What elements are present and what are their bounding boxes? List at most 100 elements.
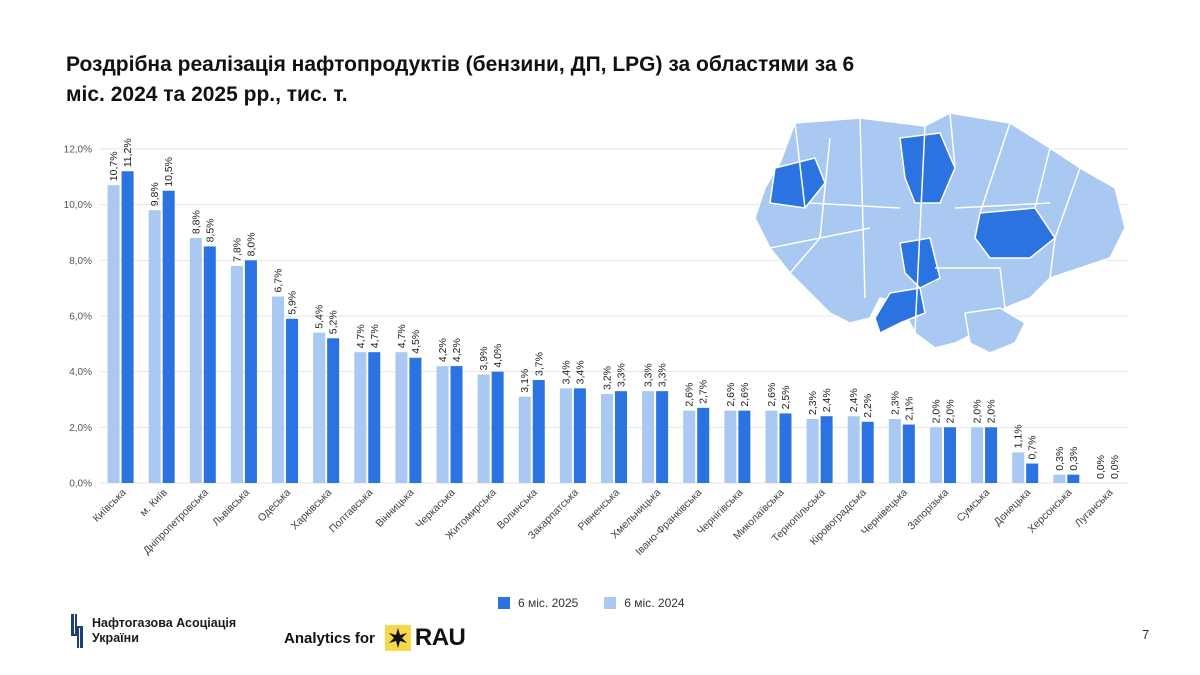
data-label-2024: 3,3% [643,363,655,387]
data-label-2025: 2,5% [780,385,792,409]
bar-2024 [189,238,202,483]
data-label-2024: 3,1% [519,369,531,393]
data-label-2025: 3,3% [616,363,628,387]
bar-2025 [820,416,833,483]
data-label-2025: 11,2% [122,138,134,167]
data-label-2025: 4,0% [492,344,504,368]
bar-2025 [573,388,586,483]
bar-2024 [436,366,449,483]
data-label-2025: 2,4% [821,388,833,412]
map-region-mykolaiv [899,237,941,289]
bar-2024 [148,210,161,483]
y-tick-label: 8,0% [69,256,92,267]
x-tick-label: Херсонська [1026,487,1075,536]
data-label-2024: 5,4% [314,305,326,329]
data-label-2024: 0,3% [1054,447,1066,471]
data-label-2024: 3,9% [478,347,490,371]
y-tick-label: 12,0% [64,145,92,156]
bar-2025 [491,371,504,483]
rau-brand: RAU [414,624,466,651]
data-label-2024: 4,7% [355,324,367,348]
bar-2024 [559,388,572,483]
bar-2024 [395,352,408,483]
data-label-2024: 2,3% [889,391,901,415]
data-label-2024: 3,4% [560,360,572,384]
bar-2025 [615,391,627,483]
legend-swatch-2024 [604,597,617,609]
data-label-2025: 2,6% [739,383,751,407]
association-name-line2: України [92,631,139,645]
bar-2024 [477,374,490,483]
bar-2025 [409,357,422,483]
bar-2025 [121,171,134,483]
association-logo: Нафтогазова Асоціація України [68,612,236,650]
y-tick-label: 6,0% [69,312,92,323]
bar-2024 [683,410,696,483]
bar-2024 [888,418,901,483]
bar-2025 [450,366,463,483]
data-label-2025: 4,2% [451,338,463,362]
data-label-2024: 4,7% [396,324,408,348]
x-tick-label: м. Київ [138,486,170,518]
rau-logo-icon [384,625,411,651]
data-label-2025: 0,0% [1109,455,1121,479]
bar-2024 [354,352,367,483]
x-tick-label: Донецька [992,487,1034,529]
data-label-2024: 2,0% [930,399,942,423]
x-tick-label: Полтавська [327,487,376,536]
bar-2025 [327,338,340,483]
bar-2025 [286,318,299,483]
bar-2024 [1053,474,1066,483]
bar-2024 [724,410,737,483]
bar-2024 [272,296,285,483]
map-region-odesa [874,287,926,334]
bar-2024 [929,427,942,483]
legend-item-2025: 6 міс. 2025 [498,596,578,610]
bar-2024 [518,396,531,483]
bar-2024 [971,427,984,483]
data-label-2025: 2,1% [903,397,915,421]
legend-item-2024: 6 міс. 2024 [604,596,685,610]
data-label-2025: 4,5% [410,330,422,354]
data-label-2025: 0,3% [1068,447,1080,471]
data-label-2025: 4,7% [369,324,381,348]
data-label-2025: 2,7% [698,380,710,404]
data-label-2024: 7,8% [231,238,243,262]
data-label-2025: 5,9% [287,291,299,315]
analytics-for-rau: Analytics for RAU [284,624,466,652]
bar-2025 [943,427,956,483]
bar-2025 [244,260,257,483]
data-label-2024: 6,7% [273,269,285,293]
bar-2025 [162,190,175,483]
data-label-2025: 2,2% [862,394,874,418]
bar-2024 [765,410,778,483]
legend: 6 міс. 2025 6 міс. 2024 [498,596,685,610]
data-label-2024: 10,7% [108,151,120,181]
rau-logo: RAU [384,624,466,652]
association-logo-icon [71,614,83,648]
data-label-2024: 9,8% [149,182,161,206]
bar-2025 [902,424,915,483]
data-label-2024: 3,2% [602,366,614,390]
map-region-crimea [964,307,1026,354]
bar-2025 [532,380,545,483]
bar-2025 [368,352,381,483]
x-tick-label: Київська [91,487,129,525]
data-label-2024: 8,8% [190,210,202,234]
bar-2024 [230,265,243,483]
data-label-2024: 2,0% [972,399,984,423]
map-region-kyiv [899,132,956,204]
y-tick-label: 4,0% [69,367,92,378]
x-tick-label: Сумська [954,487,992,525]
data-label-2024: 2,6% [725,383,737,407]
data-label-2025: 5,2% [328,310,340,334]
legend-label-2024: 6 міс. 2024 [624,596,685,610]
analytics-text: Analytics for [284,629,375,647]
x-tick-label: Черкаська [413,487,457,531]
y-tick-label: 0,0% [69,479,92,490]
data-label-2024: 4,2% [437,338,449,362]
bar-2024 [1012,452,1025,483]
data-label-2025: 0,7% [1027,436,1039,460]
data-label-2025: 3,4% [574,360,586,384]
